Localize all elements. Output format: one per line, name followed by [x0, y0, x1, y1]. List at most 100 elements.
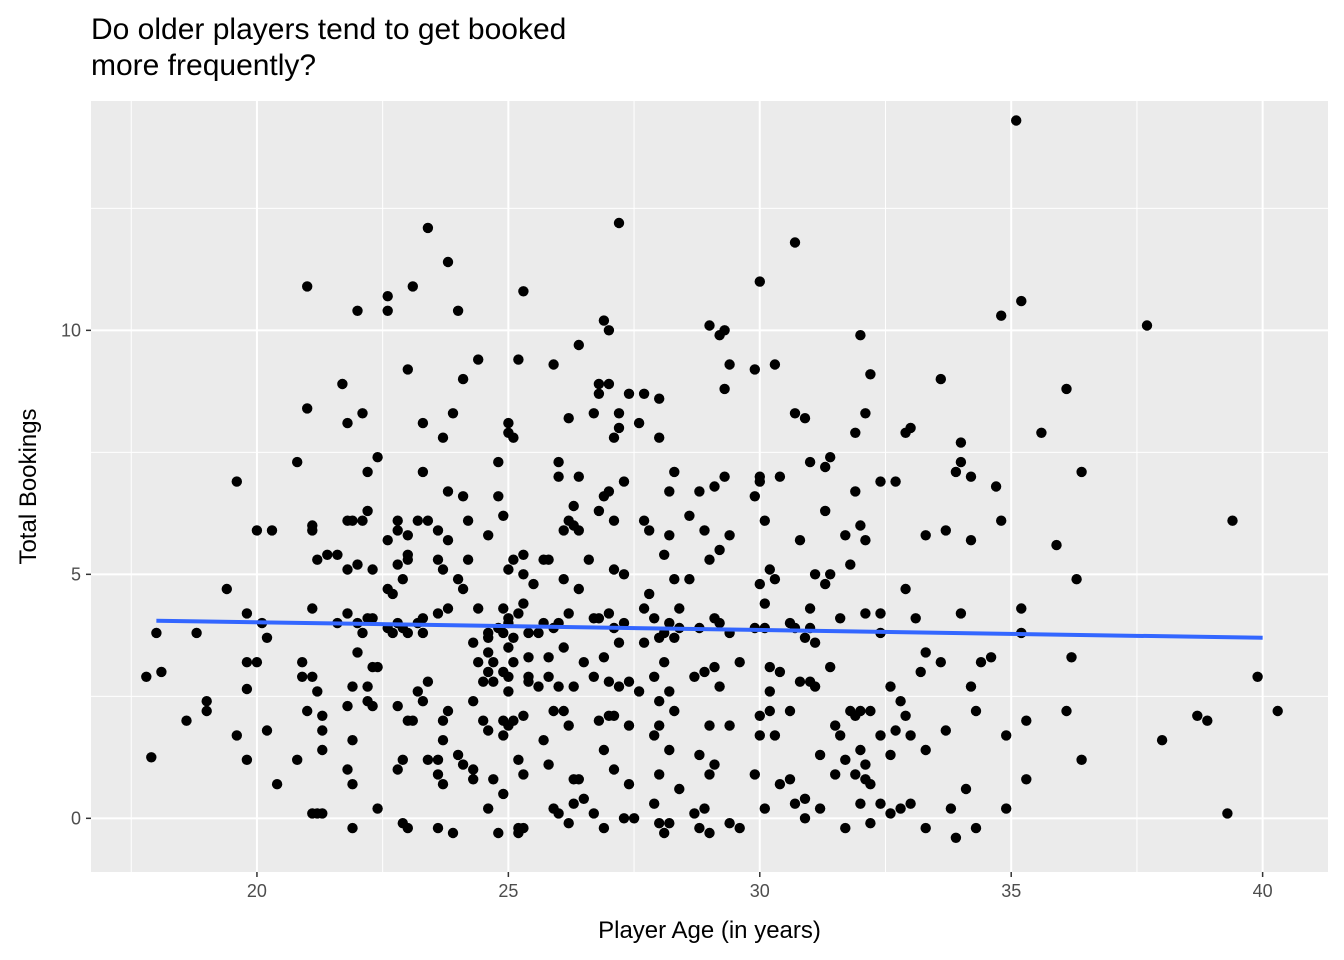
data-point [588, 671, 599, 682]
data-point [261, 725, 273, 736]
data-point [563, 413, 574, 424]
data-point [266, 525, 278, 536]
data-point [598, 744, 610, 756]
data-point [442, 705, 454, 717]
data-point [1071, 574, 1082, 585]
data-point [1066, 652, 1077, 663]
data-point [573, 471, 584, 482]
data-point [769, 730, 781, 741]
data-point [649, 798, 660, 809]
data-point [307, 525, 318, 536]
data-point [1051, 539, 1062, 551]
data-point [317, 808, 328, 819]
data-point [689, 671, 700, 682]
data-point [704, 769, 715, 780]
data-point [704, 554, 715, 565]
data-point [996, 310, 1007, 321]
data-point [1061, 383, 1072, 395]
data-point [794, 676, 806, 687]
data-point [357, 408, 368, 419]
data-point [885, 749, 896, 761]
data-point [633, 686, 645, 697]
data-point [533, 681, 544, 692]
data-point [201, 705, 212, 717]
data-point [694, 749, 705, 761]
data-point [855, 798, 866, 809]
data-point [382, 291, 393, 302]
data-point [447, 827, 459, 839]
y-tick-label: 5 [71, 564, 81, 584]
data-point [719, 383, 730, 395]
data-point [714, 544, 725, 556]
data-point [754, 710, 765, 721]
data-point [794, 535, 806, 546]
data-point [749, 364, 760, 375]
data-point [613, 637, 625, 648]
trend-line [156, 618, 1263, 640]
data-point [754, 276, 765, 287]
data-point [825, 661, 836, 673]
data-point [488, 657, 499, 668]
data-point [422, 222, 434, 234]
data-point [302, 705, 313, 717]
data-point [804, 456, 816, 468]
data-point [603, 608, 615, 619]
data-point [920, 530, 931, 541]
data-point [820, 578, 831, 590]
data-point [523, 676, 534, 687]
data-point [1141, 320, 1153, 331]
data-point [754, 730, 765, 741]
data-point [809, 569, 821, 580]
data-point [618, 813, 630, 824]
data-point [664, 744, 675, 756]
data-point [563, 720, 574, 731]
data-point [664, 617, 675, 629]
data-point [638, 637, 650, 648]
data-point [699, 803, 710, 814]
data-point [850, 427, 861, 438]
data-point [814, 803, 826, 814]
data-point [654, 432, 665, 443]
data-point [613, 681, 625, 692]
data-point [432, 554, 444, 565]
data-point [1227, 515, 1238, 526]
data-point [442, 603, 454, 614]
data-point [457, 373, 469, 385]
data-point [543, 671, 554, 682]
data-point [382, 305, 393, 316]
data-point [548, 705, 559, 717]
data-point [367, 613, 378, 624]
data-point [231, 730, 242, 741]
data-point [251, 525, 263, 536]
data-point [885, 808, 896, 819]
data-point [875, 730, 886, 741]
data-point [638, 603, 650, 614]
data-point [618, 476, 630, 487]
data-point [367, 564, 378, 575]
data-point [437, 735, 449, 746]
data-point [659, 657, 670, 668]
data-point [623, 720, 635, 731]
data-point [317, 725, 328, 736]
data-point [483, 647, 494, 658]
data-point [357, 515, 368, 526]
data-point [261, 632, 273, 643]
data-point [146, 752, 157, 763]
data-point [503, 671, 514, 682]
data-point [452, 305, 464, 316]
data-point [910, 613, 921, 624]
data-point [468, 774, 479, 785]
data-point [442, 256, 454, 268]
data-point [855, 705, 866, 717]
data-point [825, 569, 836, 580]
x-tick-label: 20 [247, 881, 267, 901]
data-point [774, 779, 786, 790]
data-point [719, 471, 730, 482]
data-point [900, 710, 911, 721]
data-point [674, 603, 685, 614]
data-point [613, 408, 625, 419]
data-point [1021, 774, 1032, 785]
data-point [649, 613, 660, 624]
data-point [437, 779, 449, 790]
